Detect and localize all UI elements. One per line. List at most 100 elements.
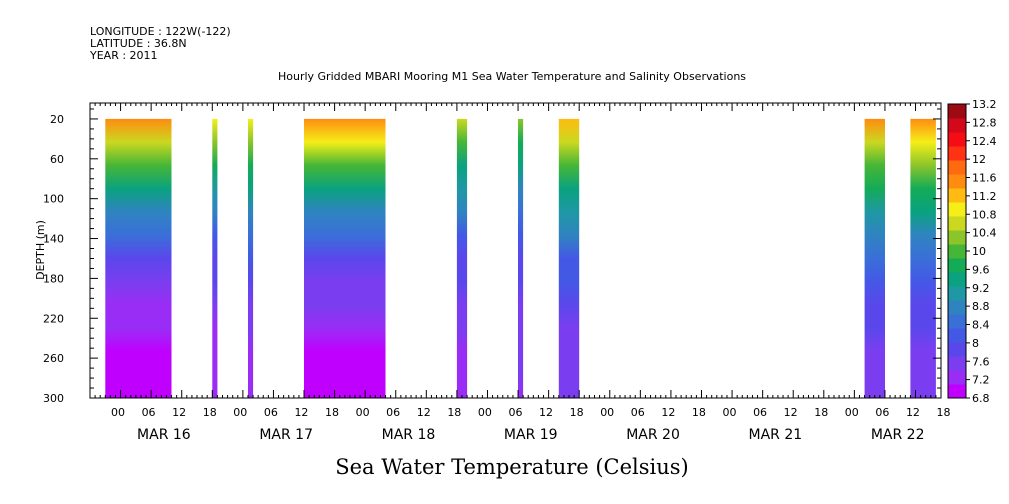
y-tick-label: 220 [43,312,64,325]
colorbar-swatch [948,356,966,371]
x-day-label: MAR 17 [259,427,313,443]
x-tick-label: 06 [386,406,400,419]
x-tick-label: 12 [417,406,431,419]
x-tick-label: 18 [325,406,339,419]
x-tick-label: 06 [753,406,767,419]
y-tick-label: 140 [43,233,64,246]
x-day-label: MAR 22 [871,427,925,443]
y-tick-label: 260 [43,352,64,365]
x-tick-label: 00 [478,406,492,419]
temperature-segment [910,118,936,399]
colorbar-label: 10.8 [972,208,997,221]
colorbar-swatch [948,104,966,119]
colorbar-swatch [948,188,966,203]
colorbar-swatch [948,384,966,399]
x-tick-label: 00 [600,406,614,419]
longitude-label: LONGITUDE : 122W(-122) [90,25,231,38]
x-tick-label: 06 [142,406,156,419]
temperature-segment [212,118,218,399]
colorbar-swatch [948,370,966,385]
temperature-segment [864,118,885,399]
y-tick-label: 60 [50,153,64,166]
x-day-label: MAR 21 [749,427,803,443]
y-tick-label: 20 [50,113,64,126]
x-tick-label: 12 [539,406,553,419]
colorbar-swatch [948,286,966,301]
x-tick-label: 00 [233,406,247,419]
x-tick-label: 06 [631,406,645,419]
colorbar-label: 13.2 [972,98,997,111]
year-label: YEAR : 2011 [89,49,158,62]
colorbar-label: 12.4 [972,135,997,148]
colorbar-label: 7.6 [972,355,990,368]
colorbar-label: 6.8 [972,392,990,405]
x-tick-label: 12 [661,406,675,419]
colorbar-label: 8 [972,337,979,350]
x-tick-label: 18 [814,406,828,419]
temperature-segment [105,118,172,399]
y-tick-label: 300 [43,392,64,405]
colorbar-swatch [948,160,966,175]
axes: 20 60 100 140 180 220 260 300 00 06 12 18 00 06 12 18 00… [43,102,951,443]
header-info: LONGITUDE : 122W(-122) LATITUDE : 36.8N … [89,25,746,83]
x-tick-label: 12 [172,406,186,419]
colorbar-label: 12 [972,153,986,166]
colorbar-label: 11.6 [972,172,997,185]
colorbar-swatch [948,300,966,315]
x-tick-label: 12 [784,406,798,419]
colorbar-swatch [948,132,966,147]
y-axis-label: DEPTH (m) [34,220,47,280]
y-tick-label: 180 [43,272,64,285]
colorbar-label: 10 [972,245,986,258]
plot-frame [89,102,942,399]
x-day-label: MAR 20 [626,427,680,443]
colorbar-label: 12.8 [972,116,997,129]
colorbar-label: 8.8 [972,300,990,313]
colorbar-label: 9.2 [972,282,990,295]
colorbar-swatch [948,342,966,357]
colorbar-swatch [948,146,966,161]
x-tick-label: 06 [875,406,889,419]
x-tick-label: 18 [937,406,951,419]
x-axis-label: Sea Water Temperature (Celsius) [335,455,689,479]
colorbar: 13.2 12.8 12.4 12 11.6 11.2 10.8 10.4 10 9.6 9.2 8.… [947,98,997,405]
x-tick-label: 12 [906,406,920,419]
colorbar-label: 10.4 [972,227,997,240]
colorbar-swatch [948,258,966,273]
x-tick-label: 00 [111,406,125,419]
x-tick-label: 00 [722,406,736,419]
colorbar-swatch [948,118,966,133]
x-tick-label: 18 [203,406,217,419]
colorbar-label: 8.4 [972,319,990,332]
colorbar-swatch [948,216,966,231]
colorbar-swatch [948,174,966,189]
x-tick-label: 18 [692,406,706,419]
x-day-label: MAR 18 [382,427,436,443]
data-segments [105,118,936,399]
x-tick-label: 18 [447,406,461,419]
temperature-segment [304,118,386,399]
x-day-label: MAR 19 [504,427,558,443]
temperature-segment [456,118,468,399]
colorbar-swatch [948,328,966,343]
x-tick-label: 06 [508,406,522,419]
colorbar-swatch [948,244,966,259]
colorbar-swatch [948,202,966,217]
x-tick-label: 12 [294,406,308,419]
temperature-segment [518,118,524,399]
chart-title: Hourly Gridded MBARI Mooring M1 Sea Wate… [278,70,746,83]
colorbar-swatch [948,314,966,329]
x-day-label: MAR 16 [137,427,191,443]
x-tick-label: 18 [570,406,584,419]
x-tick-label: 00 [356,406,370,419]
temperature-segment [248,118,254,399]
colorbar-label: 9.6 [972,263,990,276]
x-tick-label: 06 [264,406,278,419]
x-tick-label: 00 [845,406,859,419]
colorbar-label: 7.2 [972,374,990,387]
temperature-segment [558,118,580,399]
colorbar-swatch [948,272,966,287]
latitude-label: LATITUDE : 36.8N [90,37,187,50]
colorbar-swatch [948,230,966,245]
